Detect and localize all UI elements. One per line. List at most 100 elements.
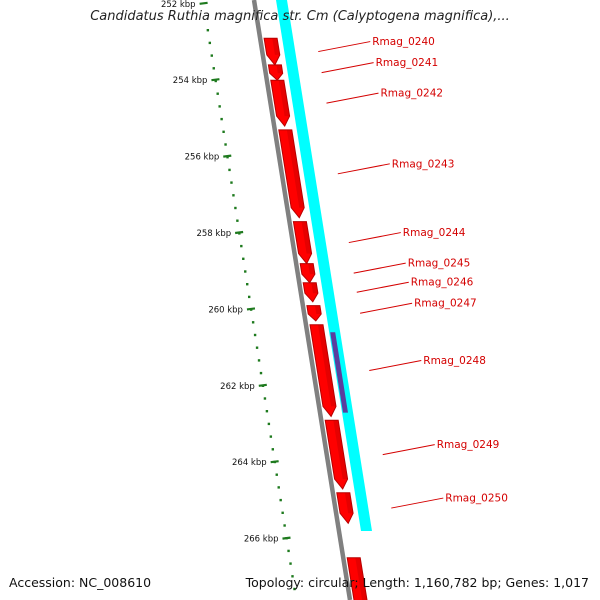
ruler-dot <box>271 448 275 451</box>
gene-label: Rmag_0246 <box>411 277 474 289</box>
accession-text: Accession: NC_008610 <box>9 575 152 590</box>
gene-label-leader <box>348 232 401 244</box>
cds-arrow-shade <box>276 64 283 74</box>
cds-arrow <box>263 37 281 66</box>
cds-arrow-shade <box>355 557 367 600</box>
gene-label-leader <box>337 163 390 175</box>
ruler-dot <box>222 130 225 133</box>
ruler-tick-label: 260 kbp <box>208 305 243 315</box>
ruler-dot <box>232 194 235 197</box>
gene-label: Rmag_0249 <box>437 439 500 451</box>
cds-arrow <box>278 129 305 219</box>
ruler-dot <box>267 422 271 426</box>
ruler-tick <box>246 307 256 311</box>
ruler-tick <box>199 1 208 5</box>
cds-arrow-shade <box>311 282 318 294</box>
ruler-dot <box>251 321 255 324</box>
ruler-tick-label: 254 kbp <box>173 76 208 86</box>
gene-label: Rmag_0243 <box>392 158 455 170</box>
gene-label-leader <box>321 62 374 74</box>
ruler-dot <box>230 181 233 184</box>
ruler-dot <box>236 219 239 222</box>
cds-arrow <box>309 324 337 418</box>
ruler-tick <box>211 78 220 82</box>
ruler-dot <box>293 587 296 591</box>
ruler-dot <box>220 117 223 121</box>
ruler-dot <box>279 498 282 502</box>
gene-label-leader <box>369 360 422 372</box>
feature-track <box>276 0 372 531</box>
ruler-dot <box>224 143 227 146</box>
gene-label-leader <box>318 41 371 53</box>
ruler-dot <box>234 206 237 210</box>
cds-arrow <box>346 557 368 600</box>
ruler-dot <box>247 295 251 299</box>
cds-arrow <box>306 305 322 322</box>
gene-label: Rmag_0250 <box>445 493 508 505</box>
ruler-dot <box>265 410 269 413</box>
ruler-dot <box>226 156 229 159</box>
cds-arrow-shade <box>333 420 348 479</box>
ruler-dot <box>257 359 261 362</box>
gene-labels: Rmag_0240 Rmag_0241 Rmag_0242 Rmag_0243 Rmag… <box>318 36 508 509</box>
cds-arrow <box>324 419 349 490</box>
gene-label-leader <box>356 281 409 293</box>
ruler-tick-label: 252 kbp <box>161 0 196 10</box>
ruler-tick-label: 266 kbp <box>244 535 279 545</box>
ruler-tick <box>258 383 267 387</box>
ruler-dot <box>291 575 294 578</box>
genome-summary-text: Topology: circular; Length: 1,160,782 bp… <box>245 575 589 590</box>
cds-arrow-shade <box>272 38 280 55</box>
gene-label: Rmag_0240 <box>372 36 435 48</box>
ruler-dot <box>244 270 247 273</box>
ruler-dot <box>228 168 231 172</box>
ruler-dot <box>246 283 249 286</box>
ruler-ticks: 252 kbp 254 kbp 256 kbp 258 kbp 260 kbp 262 k… <box>161 0 291 545</box>
ruler-dot <box>281 511 284 514</box>
gene-label: Rmag_0247 <box>414 298 477 310</box>
cds-arrow-shade <box>344 492 354 514</box>
cds-arrow <box>336 492 354 525</box>
ruler-dot <box>255 346 259 349</box>
ruler-dot <box>242 257 245 260</box>
gene-label: Rmag_0245 <box>408 258 471 270</box>
ruler-tick <box>223 154 232 158</box>
cds-arrow-shade <box>286 129 305 208</box>
ruler-dot <box>253 333 257 337</box>
gene-label-leader <box>382 444 435 456</box>
ruler-tick <box>282 536 291 540</box>
ruler-tick-label: 256 kbp <box>185 153 220 163</box>
ruler-dot <box>275 473 278 476</box>
gene-label-leader <box>353 262 406 274</box>
ruler-tick-label: 262 kbp <box>220 382 255 392</box>
ruler-dot <box>277 486 280 489</box>
cds-arrow <box>302 282 319 303</box>
ruler-tick <box>234 230 244 235</box>
ruler-dot <box>283 524 286 527</box>
feature-highlight <box>330 332 348 413</box>
ruler-dot <box>210 54 213 57</box>
cds-arrow-shade <box>318 324 336 407</box>
cds-track <box>263 37 368 600</box>
ruler-dot <box>269 435 273 438</box>
gene-label-leader <box>326 92 379 104</box>
ruler-dot <box>216 92 219 95</box>
ruler-dot <box>218 105 221 108</box>
gene-label: Rmag_0242 <box>381 88 444 100</box>
cds-arrow-shade <box>278 80 290 117</box>
ruler-dot <box>206 29 210 32</box>
cds-arrow-shade <box>315 305 322 314</box>
ruler-dot <box>240 244 243 248</box>
ruler-tick <box>270 460 279 464</box>
feature-band <box>276 0 372 531</box>
ruler-dot <box>287 549 290 553</box>
gene-label: Rmag_0244 <box>403 227 466 239</box>
cds-arrow <box>267 64 284 81</box>
ruler-dot <box>214 79 217 83</box>
backbone-line <box>251 0 353 600</box>
cds-arrow-shade <box>301 221 312 254</box>
ruler-dot <box>259 371 263 375</box>
cds-arrow <box>292 221 313 265</box>
cds-arrow <box>299 263 316 284</box>
